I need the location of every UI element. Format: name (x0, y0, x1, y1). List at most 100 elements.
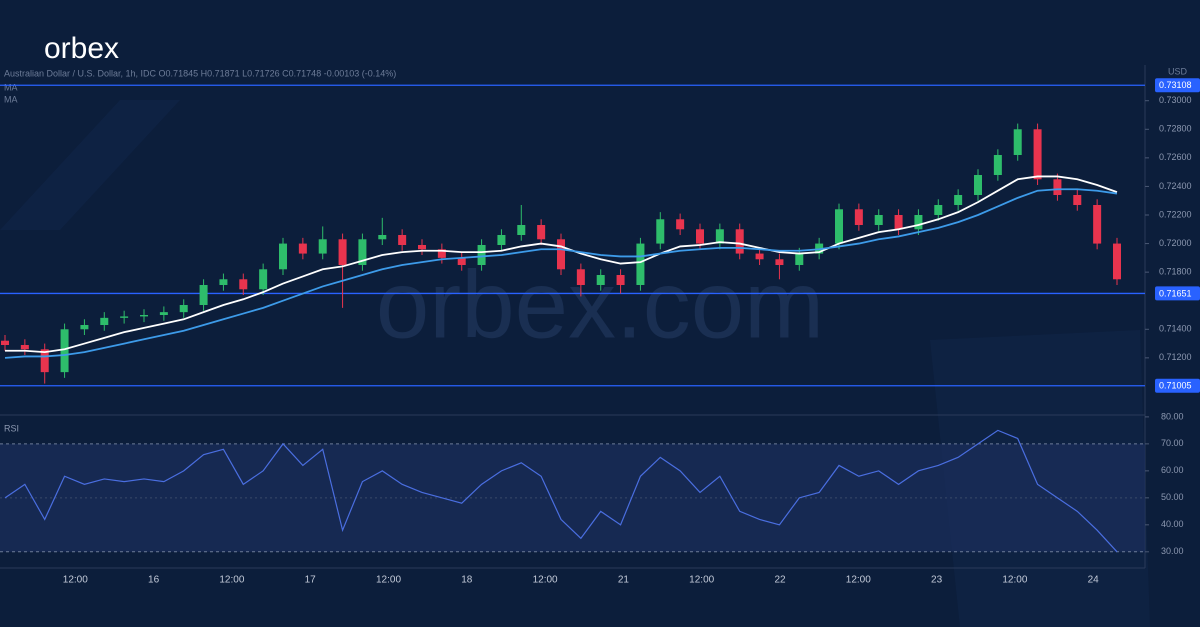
x-tick-label: 12:00 (846, 575, 871, 586)
candle-body (477, 245, 486, 265)
candle-body (358, 239, 367, 265)
candle-body (120, 316, 129, 318)
x-tick-label: 23 (931, 575, 943, 586)
x-tick-label: 12:00 (219, 575, 244, 586)
candle-body (100, 317, 109, 325)
x-tick-label: 12:00 (1002, 575, 1027, 586)
x-tick-label: 16 (148, 575, 160, 586)
y-tick-label: 0.71400 (1159, 324, 1192, 334)
rsi-label: RSI (4, 423, 19, 433)
candle-body (576, 269, 585, 285)
candle-body (636, 243, 645, 285)
y-tick-label: 0.72000 (1159, 238, 1192, 248)
candle-body (1093, 205, 1102, 244)
candle-body (437, 249, 446, 258)
level-badge (1155, 286, 1200, 301)
x-tick-label: 12:00 (689, 575, 714, 586)
x-tick-label: 22 (774, 575, 786, 586)
candle-body (954, 195, 963, 205)
x-tick-label: 17 (305, 575, 317, 586)
candle-body (418, 245, 426, 250)
candle-body (40, 349, 49, 373)
candle-body (60, 329, 69, 373)
candle-body (318, 239, 327, 254)
candle-body (140, 315, 148, 317)
candle-body (259, 269, 268, 290)
candle-body (1033, 129, 1042, 180)
candle-body (656, 219, 665, 244)
x-tick-label: 21 (618, 575, 630, 586)
candle-body (1053, 179, 1062, 195)
candle-body (80, 325, 89, 330)
candle-body (715, 229, 724, 244)
decor (0, 100, 180, 230)
candle-body (835, 209, 843, 244)
rsi-line (4, 429, 1118, 553)
candle-body (696, 229, 704, 244)
candle-body (557, 239, 565, 270)
ma-line (4, 188, 1118, 359)
candle-body (179, 305, 188, 313)
candle-body (1113, 243, 1121, 280)
candle-body (596, 275, 605, 285)
candle-body (517, 225, 526, 235)
y-tick-label: 60.00 (1161, 465, 1184, 475)
candle-body (1073, 195, 1082, 205)
candle-body (537, 225, 546, 240)
candle-body (735, 229, 744, 254)
candle-body (934, 205, 943, 215)
ma-line (5, 175, 1118, 354)
chart-title: Australian Dollar / U.S. Dollar, 1h, IDC… (4, 68, 396, 78)
candle-body (199, 285, 208, 305)
candle-body (1013, 129, 1022, 155)
y-tick-label: 0.72800 (1159, 124, 1192, 134)
candle-body (279, 243, 287, 270)
candle-body (20, 345, 29, 350)
y-tick-label: 80.00 (1161, 411, 1184, 421)
candle-body (894, 215, 903, 230)
logo: orbex (44, 32, 119, 65)
ma-label: MA (4, 82, 18, 92)
candle-body (616, 275, 625, 285)
x-tick-label: 12:00 (63, 575, 88, 586)
candle-body (298, 243, 307, 254)
y-tick-label: 0.72200 (1159, 209, 1192, 219)
candle-body (239, 279, 248, 290)
x-tick-label: 18 (461, 575, 473, 586)
candle-body (974, 175, 982, 195)
ma-label: MA (4, 94, 18, 104)
candle-body (219, 279, 228, 285)
level-badge (1155, 378, 1200, 393)
y-tick-label: 0.71800 (1159, 267, 1192, 277)
watermark: orbex.com (376, 251, 824, 358)
candle-body (159, 312, 168, 315)
y-tick-label: 30.00 (1161, 546, 1184, 556)
y-tick-label: 40.00 (1161, 519, 1184, 529)
candle-body (874, 215, 883, 225)
candle-body (338, 239, 347, 265)
x-tick-label: 24 (1088, 575, 1100, 586)
candle-body (497, 235, 506, 245)
candle-body (398, 235, 407, 245)
y-tick-label: 0.72400 (1159, 181, 1192, 191)
y-tick-label: 0.72600 (1159, 152, 1192, 162)
currency: USD (1168, 66, 1188, 76)
y-tick-label: 0.71200 (1159, 352, 1192, 362)
candle-body (676, 219, 685, 230)
level-label: 0.71005 (1159, 381, 1192, 391)
level-label: 0.73108 (1159, 80, 1192, 90)
candle-body (775, 259, 784, 265)
candle-body (914, 215, 923, 230)
candle-body (795, 253, 804, 265)
candle-body (378, 235, 387, 240)
candle-body (1, 340, 9, 345)
x-tick-label: 12:00 (533, 575, 558, 586)
level-badge (1155, 78, 1200, 93)
candle-body (755, 253, 764, 260)
level-label: 0.71651 (1159, 288, 1192, 298)
candle-body (854, 209, 863, 225)
y-tick-label: 0.73000 (1159, 95, 1192, 105)
candle-body (993, 155, 1002, 175)
candle-body (457, 257, 466, 265)
